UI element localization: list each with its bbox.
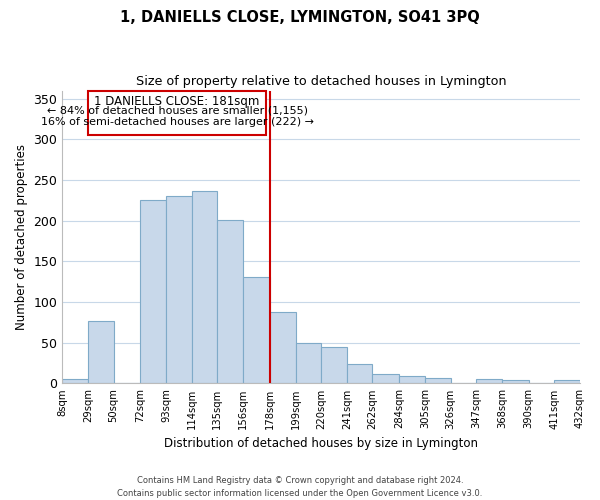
Title: Size of property relative to detached houses in Lymington: Size of property relative to detached ho… (136, 75, 506, 88)
FancyBboxPatch shape (88, 90, 266, 136)
Text: 16% of semi-detached houses are larger (222) →: 16% of semi-detached houses are larger (… (41, 116, 314, 126)
Bar (166, 196, 192, 384)
Bar (321, 347, 347, 384)
Bar (476, 380, 502, 384)
Bar (425, 378, 451, 384)
Bar (270, 312, 296, 384)
Bar (502, 380, 529, 384)
Bar (373, 374, 399, 384)
X-axis label: Distribution of detached houses by size in Lymington: Distribution of detached houses by size … (164, 437, 478, 450)
Bar (554, 380, 580, 384)
Bar (88, 321, 113, 384)
Bar (140, 200, 166, 384)
Bar (296, 343, 321, 384)
Bar (217, 220, 243, 384)
Y-axis label: Number of detached properties: Number of detached properties (15, 144, 28, 330)
Bar (62, 380, 88, 384)
Text: ← 84% of detached houses are smaller (1,155): ← 84% of detached houses are smaller (1,… (47, 105, 308, 115)
Bar (347, 364, 373, 384)
Text: Contains HM Land Registry data © Crown copyright and database right 2024.
Contai: Contains HM Land Registry data © Crown c… (118, 476, 482, 498)
Text: 1, DANIELLS CLOSE, LYMINGTON, SO41 3PQ: 1, DANIELLS CLOSE, LYMINGTON, SO41 3PQ (120, 10, 480, 25)
Bar (243, 277, 270, 384)
Bar (399, 376, 425, 384)
Text: 1 DANIELLS CLOSE: 181sqm: 1 DANIELLS CLOSE: 181sqm (94, 94, 260, 108)
Bar (192, 192, 217, 384)
